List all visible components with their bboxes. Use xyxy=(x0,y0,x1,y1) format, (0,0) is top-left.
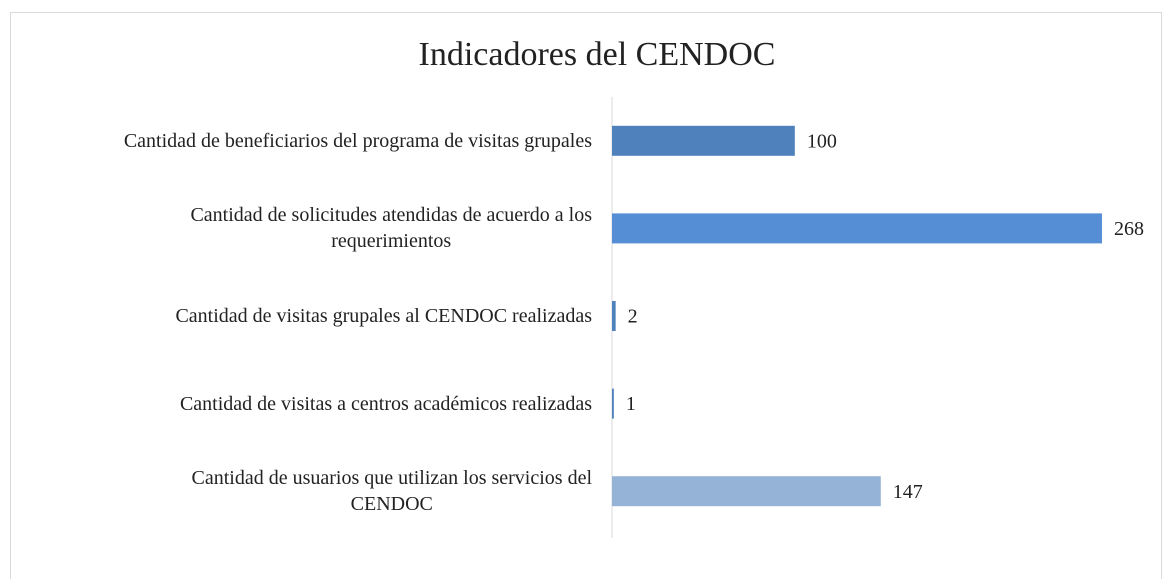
chart-border xyxy=(10,12,1162,579)
bar xyxy=(612,213,1102,244)
bar xyxy=(612,125,795,156)
value-label: 147 xyxy=(893,481,923,503)
category-label: Cantidad de solicitudes atendidas de acu… xyxy=(190,204,592,253)
chart-title: Indicadores del CENDOC xyxy=(419,36,776,73)
value-label: 2 xyxy=(628,306,638,328)
category-label: Cantidad de visitas grupales al CENDOC r… xyxy=(175,305,592,327)
value-label: 100 xyxy=(807,130,837,152)
category-label: Cantidad de usuarios que utilizan los se… xyxy=(191,467,592,516)
bar xyxy=(612,476,881,507)
bar xyxy=(612,388,614,419)
value-label: 268 xyxy=(1114,218,1144,240)
value-label: 1 xyxy=(626,393,636,415)
category-label: Cantidad de visitas a centros académicos… xyxy=(179,392,592,415)
category-label: Cantidad de beneficiarios del programa d… xyxy=(123,129,592,152)
bar xyxy=(612,301,616,331)
